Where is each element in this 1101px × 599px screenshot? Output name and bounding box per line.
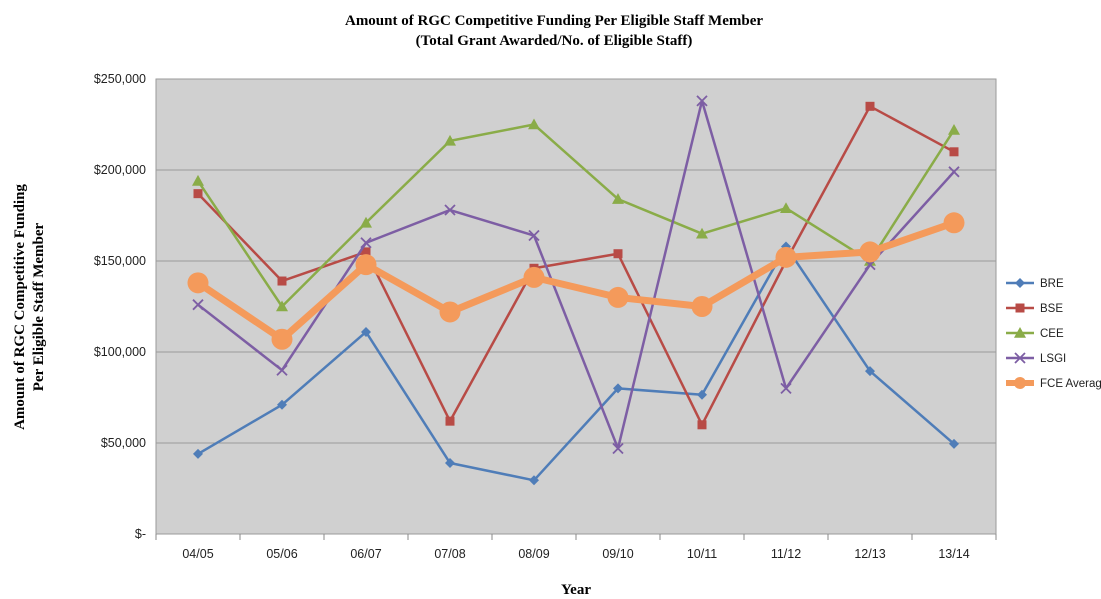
series-line xyxy=(196,219,956,343)
x-tick-label: 07/08 xyxy=(434,547,465,561)
data-point xyxy=(276,300,288,312)
series-line xyxy=(197,105,955,427)
data-point xyxy=(691,296,713,317)
series-bse xyxy=(193,101,959,430)
legend-item: CEE xyxy=(1006,327,1064,340)
legend-label: BRE xyxy=(1040,278,1064,290)
y-axis-title-line2: Per Eligible Staff Member xyxy=(31,222,47,391)
chart-subtitle: (Total Grant Awarded/No. of Eligible Sta… xyxy=(416,33,693,49)
data-point xyxy=(361,247,371,257)
y-axis: $- $50,000 $100,000 $150,000 $200,000 $250,00… xyxy=(94,72,146,541)
series-lines xyxy=(187,95,965,486)
data-point xyxy=(612,193,624,204)
data-point xyxy=(277,399,287,410)
data-point xyxy=(355,254,377,276)
data-point xyxy=(439,301,461,323)
data-point xyxy=(360,216,372,228)
data-point xyxy=(444,204,456,216)
data-point xyxy=(696,227,708,239)
legend-marker xyxy=(1014,352,1026,364)
x-tick-label: 09/10 xyxy=(602,547,633,561)
data-point xyxy=(613,383,623,394)
legend-label: BSE xyxy=(1040,303,1063,315)
y-tick-label: $100,000 xyxy=(94,345,146,359)
data-point xyxy=(445,416,455,426)
series-fce-average xyxy=(187,212,965,350)
data-point xyxy=(775,246,797,268)
series-bre xyxy=(193,241,959,486)
data-point xyxy=(187,272,209,294)
data-point xyxy=(613,249,623,259)
data-point xyxy=(192,174,204,186)
x-tick-label: 11/12 xyxy=(771,547,801,561)
x-tick-label: 05/06 xyxy=(266,547,297,561)
data-point xyxy=(780,382,792,395)
data-point xyxy=(948,166,960,178)
chart-title: Amount of RGC Competitive Funding Per El… xyxy=(345,13,763,29)
y-tick-label: $250,000 xyxy=(94,72,146,86)
y-tick-label: $200,000 xyxy=(94,163,146,177)
data-point xyxy=(528,118,540,130)
data-point xyxy=(193,448,203,459)
data-point xyxy=(696,95,708,107)
y-axis-title-line1: Amount of RGC Competitive Funding xyxy=(12,184,28,430)
y-tick-label: $- xyxy=(135,527,146,541)
legend-marker xyxy=(1014,327,1026,338)
legend-label: CEE xyxy=(1040,328,1064,340)
legend-marker xyxy=(1015,278,1025,288)
data-point xyxy=(948,123,960,135)
data-point xyxy=(943,212,965,234)
x-tick-label: 04/05 xyxy=(182,547,213,561)
data-point xyxy=(361,326,371,337)
data-point xyxy=(865,101,875,111)
data-point xyxy=(523,266,545,288)
legend-item: LSGI xyxy=(1006,352,1066,365)
data-point xyxy=(271,328,293,350)
y-tick-label: $50,000 xyxy=(101,436,146,450)
data-point xyxy=(529,475,539,486)
y-tick-label: $150,000 xyxy=(94,254,146,268)
x-tick-label: 12/13 xyxy=(854,547,885,561)
x-axis: 04/05 05/06 06/07 07/08 08/09 09/10 10/11 11/12… xyxy=(155,534,997,561)
data-point xyxy=(277,276,287,286)
data-point xyxy=(697,389,707,400)
data-point xyxy=(780,202,792,214)
data-point xyxy=(949,147,959,157)
legend-label: FCE Average xyxy=(1040,378,1101,390)
data-point xyxy=(193,189,203,199)
legend-label: LSGI xyxy=(1040,353,1066,365)
x-tick-label: 13/14 xyxy=(938,547,969,561)
x-tick-label: 08/09 xyxy=(518,547,549,561)
legend-marker xyxy=(1014,377,1026,389)
data-point xyxy=(859,241,881,263)
data-point xyxy=(276,364,288,376)
legend-item: BSE xyxy=(1006,303,1063,315)
x-tick-label: 10/11 xyxy=(687,547,717,561)
data-point xyxy=(445,458,455,469)
data-point xyxy=(612,442,624,455)
legend-item: BRE xyxy=(1006,278,1064,290)
data-point xyxy=(192,299,204,311)
series-line xyxy=(197,245,955,482)
data-point xyxy=(528,229,540,242)
legend-marker xyxy=(1015,303,1025,313)
legend: BRE BSE CEE LSGI FCE Average xyxy=(1006,278,1101,390)
data-point xyxy=(360,237,372,249)
series-cee xyxy=(192,118,960,312)
series-line xyxy=(196,123,956,308)
data-point xyxy=(444,134,456,146)
x-axis-title: Year xyxy=(561,582,591,598)
x-tick-label: 06/07 xyxy=(350,547,381,561)
data-point xyxy=(949,438,959,449)
data-point xyxy=(865,366,875,377)
plot-area xyxy=(155,78,997,535)
data-point xyxy=(697,420,707,430)
data-point xyxy=(607,286,629,308)
legend-item: FCE Average xyxy=(1006,377,1101,390)
